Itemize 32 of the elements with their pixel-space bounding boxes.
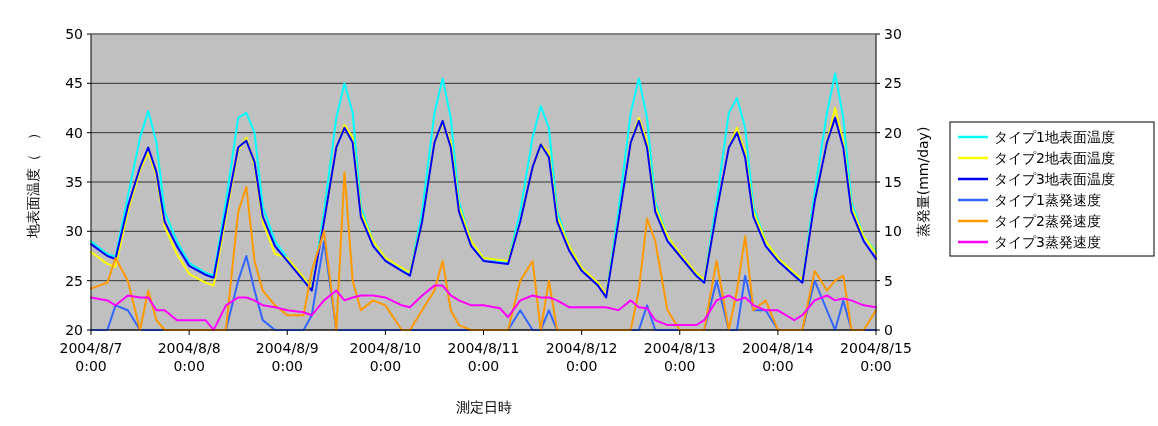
y-tick-label: 40 (65, 124, 83, 141)
y2-tick-label: 30 (884, 26, 902, 42)
y2-tick-label: 0 (884, 322, 893, 338)
legend-label: タイプ3地表面温度 (994, 171, 1115, 187)
x-tick-label: 2004/8/13 0:00 (643, 340, 716, 375)
y-tick-label: 20 (65, 322, 83, 338)
y-tick-label: 35 (65, 174, 83, 190)
y2-tick-label: 15 (884, 174, 902, 190)
legend-label: タイプ2蒸発速度 (994, 213, 1101, 229)
legend-label: タイプ2地表面温度 (994, 150, 1115, 166)
legend-label: タイプ3蒸発速度 (994, 234, 1101, 250)
x-tick-label: 2004/8/9 0:00 (255, 340, 319, 375)
legend-label: タイプ1地表面温度 (994, 129, 1115, 145)
legend-label: タイプ1蒸発速度 (994, 192, 1101, 208)
y-tick-label: 45 (65, 75, 83, 92)
x-tick-label: 2004/8/8 0:00 (157, 340, 221, 375)
x-tick-label: 2004/8/11 0:00 (447, 340, 520, 375)
y2-tick-label: 10 (884, 223, 902, 240)
y-axis-title: 地表面温度（ ） (25, 126, 41, 239)
x-tick-label: 2004/8/10 0:00 (349, 340, 422, 375)
x-tick-label: 2004/8/15 0:00 (840, 340, 912, 375)
y2-tick-label: 20 (884, 124, 902, 141)
x-tick-label: 2004/8/12 0:00 (545, 340, 618, 375)
y2-tick-label: 25 (884, 75, 902, 92)
y2-axis-title: 蒸発量(mm/day) (915, 126, 931, 238)
y-tick-label: 30 (65, 223, 83, 240)
x-tick-label: 2004/8/7 0:00 (59, 340, 123, 375)
y-tick-label: 25 (65, 272, 83, 289)
y2-tick-label: 5 (884, 272, 893, 289)
x-axis-title: 測定日時 (455, 399, 512, 415)
y-tick-label: 50 (65, 26, 83, 42)
x-tick-label: 2004/8/14 0:00 (741, 340, 814, 375)
